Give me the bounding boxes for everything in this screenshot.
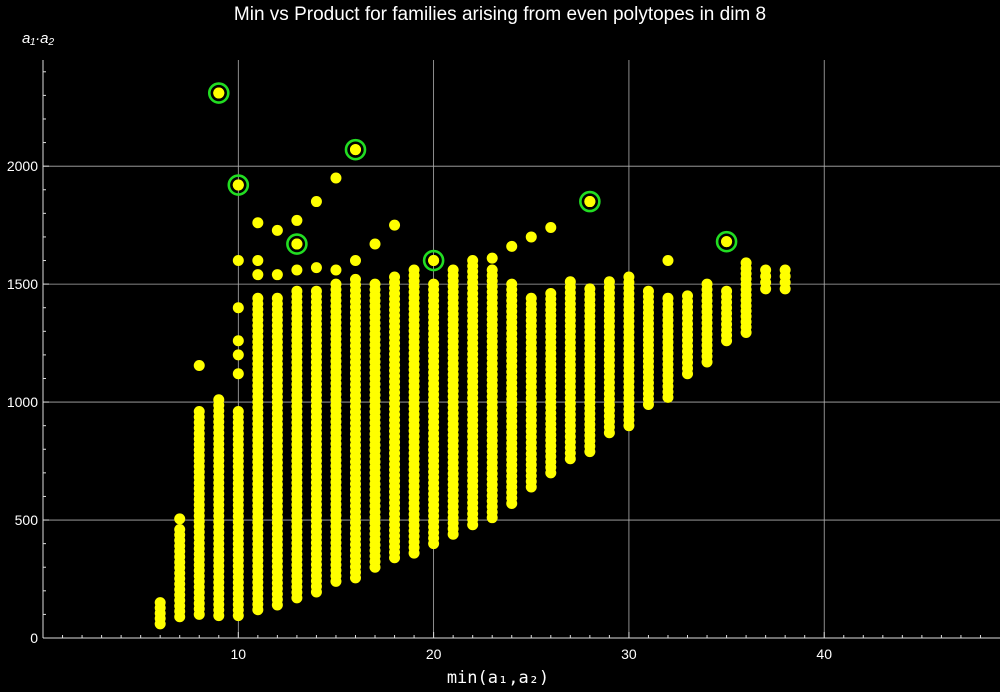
highlight-ring	[286, 233, 308, 255]
data-point	[369, 278, 381, 290]
data-point	[428, 278, 440, 290]
data-point	[701, 278, 713, 290]
data-point	[662, 292, 674, 304]
highlight-ring	[715, 230, 738, 253]
x-tick-label: 40	[816, 646, 832, 662]
highlighted-point	[213, 87, 225, 99]
x-tick-label: 30	[621, 646, 637, 662]
data-point	[369, 238, 381, 250]
data-point	[525, 231, 537, 243]
highlight-ring	[579, 190, 601, 213]
data-point	[271, 224, 283, 236]
y-tick-label: 500	[15, 512, 39, 528]
data-point	[662, 255, 674, 267]
data-point	[740, 257, 752, 269]
data-point	[252, 217, 264, 229]
y-axis-label: a₁·a₂	[22, 30, 55, 47]
data-point	[486, 252, 498, 264]
highlighted-point	[349, 144, 361, 156]
data-point	[349, 255, 361, 267]
data-point	[721, 285, 733, 297]
grid-lines	[43, 60, 1000, 638]
data-point	[330, 278, 342, 290]
data-point	[584, 283, 596, 295]
chart-title: Min vs Product for families arising from…	[233, 4, 767, 25]
data-point	[291, 285, 303, 297]
highlight-rings	[207, 82, 738, 272]
data-point	[252, 255, 264, 267]
axes	[42, 60, 1000, 639]
data-point	[271, 269, 283, 281]
data-point	[506, 278, 518, 290]
data-point	[193, 406, 205, 418]
data-point	[232, 406, 244, 418]
data-point	[310, 196, 322, 208]
highlight-ring	[227, 174, 250, 196]
data-point	[232, 302, 244, 314]
data-point	[506, 240, 518, 252]
data-point	[154, 597, 166, 609]
data-point	[232, 368, 244, 380]
data-point	[389, 271, 401, 283]
highlighted-point	[232, 179, 244, 191]
highlight-ring	[422, 249, 445, 272]
data-point	[271, 292, 283, 304]
tick-labels: 10 20 30 40 0 500 1000 1500 2000	[7, 158, 832, 662]
data-point	[779, 264, 791, 276]
x-tick-label: 10	[231, 646, 247, 662]
data-point	[330, 264, 342, 276]
data-point	[408, 264, 420, 276]
data-point	[642, 285, 654, 297]
highlighted-point	[721, 236, 733, 248]
data-point	[252, 292, 264, 304]
y-tick-label: 1500	[7, 276, 38, 292]
y-tick-label: 2000	[7, 158, 38, 174]
highlighted-point	[291, 238, 303, 250]
data-point	[447, 264, 459, 276]
data-point	[213, 394, 225, 406]
data-point	[389, 219, 401, 231]
data-point	[310, 262, 322, 274]
data-point	[252, 269, 264, 281]
data-point	[760, 264, 772, 276]
data-point	[545, 288, 557, 300]
highlight-ring	[207, 82, 230, 104]
data-point	[564, 276, 576, 288]
data-point	[603, 276, 615, 288]
data-point	[330, 172, 342, 184]
y-tick-label: 1000	[7, 394, 38, 410]
data-point	[174, 513, 186, 525]
highlight-ring	[344, 138, 367, 161]
data-point	[682, 290, 694, 302]
data-point	[232, 255, 244, 267]
data-point	[232, 335, 244, 347]
data-point	[291, 264, 303, 276]
data-point	[291, 214, 303, 226]
data-point	[310, 285, 322, 297]
data-point	[525, 292, 537, 304]
data-point	[486, 264, 498, 276]
data-point	[193, 360, 205, 372]
data-points	[154, 87, 791, 630]
data-point	[467, 255, 479, 267]
data-point	[545, 222, 557, 234]
y-tick-label: 0	[30, 630, 38, 646]
highlighted-point	[584, 196, 596, 208]
data-point	[349, 273, 361, 285]
data-point	[623, 271, 635, 283]
x-tick-label: 20	[426, 646, 442, 662]
highlighted-point	[428, 255, 440, 267]
x-axis-label: min(a₁,a₂)	[446, 668, 550, 688]
data-point	[232, 349, 244, 361]
data-point	[174, 523, 186, 535]
